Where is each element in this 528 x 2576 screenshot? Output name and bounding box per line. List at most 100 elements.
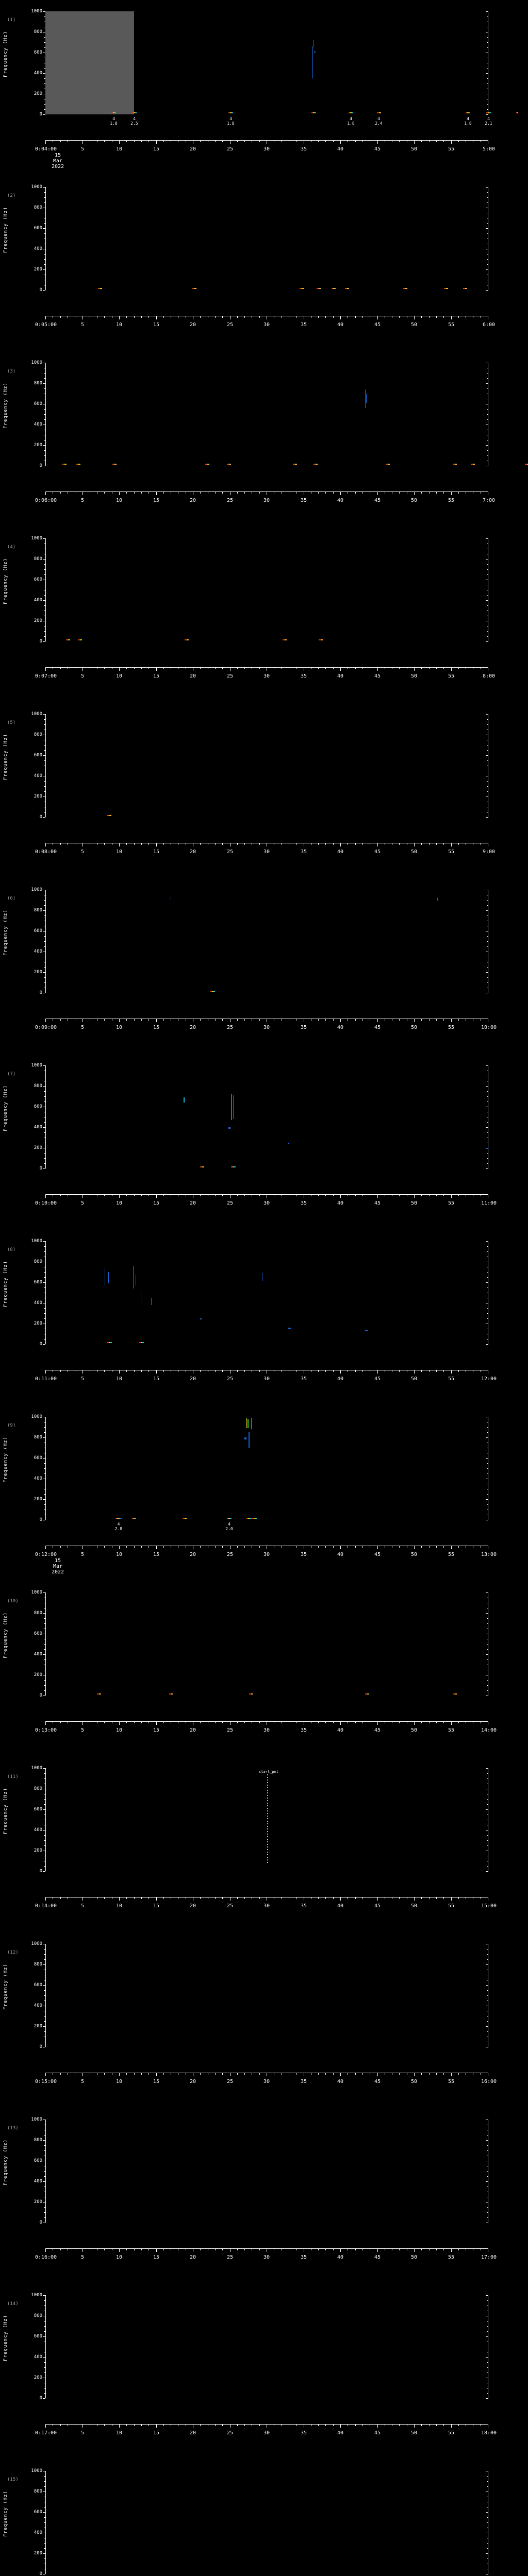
x-tick-minor [244, 667, 245, 669]
y-tick-minor-right [487, 42, 488, 43]
detection-marker [311, 112, 316, 113]
spectrogram-panel: (7) Frequency (Hz) 0 200 400 600 800 1000 5 10 15 2… [0, 1054, 528, 1230]
x-tick-label: 25 [226, 146, 234, 152]
x-tick-minor [443, 667, 444, 669]
y-tick-minor [44, 595, 45, 596]
x-tick-label: 25 [226, 1727, 234, 1733]
x-tick-minor [104, 1370, 105, 1372]
plot-left-axis [45, 1768, 46, 1871]
detection-segment [250, 1518, 251, 1519]
panel-row-index: (9) [7, 1423, 16, 1428]
x-tick-minor [362, 492, 363, 494]
y-tick-major-right [486, 228, 488, 229]
x-tick-major [451, 667, 452, 671]
x-tick-minor [60, 2073, 61, 2075]
x-tick-label: 10 [116, 1200, 123, 1206]
y-tick-major-right [486, 796, 488, 797]
x-tick-minor [421, 667, 422, 669]
x-tick-minor [259, 2248, 260, 2250]
y-tick-minor [44, 781, 45, 782]
x-tick-label: 55 [448, 2430, 455, 2436]
y-tick-minor [44, 1427, 45, 1428]
x-tick-major [82, 492, 83, 495]
y-tick-minor-right [487, 1649, 488, 1650]
spectrogram-trace [314, 52, 316, 53]
detection-segment [169, 1693, 171, 1694]
y-tick-minor [44, 373, 45, 374]
y-tick-minor [44, 1659, 45, 1660]
x-tick-minor [443, 1019, 444, 1021]
x-tick-label: 45 [374, 673, 381, 679]
x-tick-minor [421, 1897, 422, 1899]
x-tick-label: 40 [337, 1200, 344, 1206]
x-tick-minor [458, 1546, 459, 1548]
x-tick-minor [355, 2424, 356, 2426]
panel-row-index: (14) [7, 2301, 19, 2307]
y-axis-label: Frequency (Hz) [3, 382, 8, 429]
y-tick-minor [44, 2543, 45, 2544]
spectrogram-trace [231, 1094, 232, 1120]
x-tick-minor [421, 2248, 422, 2250]
y-tick-major [43, 73, 45, 74]
y-tick-minor [44, 378, 45, 379]
y-tick-major-right [486, 1871, 488, 1872]
x-tick-minor [141, 1194, 142, 1196]
x-tick-label: 40 [337, 1376, 344, 1382]
y-tick-minor-right [487, 1690, 488, 1691]
x-tick-minor [244, 1019, 245, 1021]
x-tick-minor [163, 1546, 164, 1548]
y-tick-major [43, 2140, 45, 2141]
x-tick-label: 15 [153, 1552, 160, 1557]
y-tick-label: 0 [39, 990, 42, 995]
y-tick-minor [44, 750, 45, 751]
detection-segment [405, 288, 407, 289]
y-tick-major [43, 1768, 45, 1769]
x-tick-minor [259, 316, 260, 318]
y-tick-major [43, 1241, 45, 1242]
y-tick-major [43, 1344, 45, 1345]
x-tick-major [82, 1019, 83, 1022]
y-tick-minor-right [487, 192, 488, 193]
y-tick-label: 600 [34, 2334, 42, 2339]
x-tick-minor [421, 1019, 422, 1021]
x-tick-minor [362, 1546, 363, 1548]
spectrogram-trace [151, 1298, 152, 1305]
y-tick-label: 800 [34, 29, 42, 35]
x-tick-minor [443, 1546, 444, 1548]
detection-segment [295, 464, 297, 465]
x-tick-minor [362, 1721, 363, 1723]
spectrogram-trace [184, 1097, 185, 1103]
detection-segment [212, 991, 213, 992]
detection-marker [249, 1693, 253, 1694]
y-tick-label: 0 [39, 1693, 42, 1698]
x-tick-label: 20 [189, 673, 196, 679]
y-tick-major-right [486, 1592, 488, 1593]
x-tick-major [414, 1370, 415, 1374]
x-tick-minor [244, 1546, 245, 1548]
y-tick-minor [44, 1690, 45, 1691]
panel-row-index: (1) [7, 18, 16, 23]
detection-segment [252, 1518, 254, 1519]
x-tick-major [45, 843, 46, 846]
y-tick-minor [44, 574, 45, 575]
y-tick-minor [44, 202, 45, 203]
x-tick-minor [362, 140, 363, 142]
y-tick-minor-right [487, 1432, 488, 1433]
detection-segment [473, 464, 475, 465]
y-tick-minor [44, 2021, 45, 2022]
y-tick-minor-right [487, 2217, 488, 2218]
y-tick-minor [44, 2212, 45, 2213]
x-tick-label: 10 [116, 2079, 123, 2084]
y-tick-label: 400 [34, 598, 42, 603]
x-tick-minor [60, 140, 61, 142]
x-tick-minor [429, 2073, 430, 2075]
x-tick-label: 35 [300, 673, 307, 679]
detection-segment [489, 112, 491, 113]
y-tick-minor [44, 1845, 45, 1846]
x-tick-major [451, 492, 452, 495]
detection-marker [231, 1166, 236, 1167]
x-tick-minor [215, 1721, 216, 1723]
y-tick-minor-right [487, 1277, 488, 1278]
x-tick-major [377, 1194, 378, 1198]
y-tick-label: 800 [34, 1259, 42, 1264]
